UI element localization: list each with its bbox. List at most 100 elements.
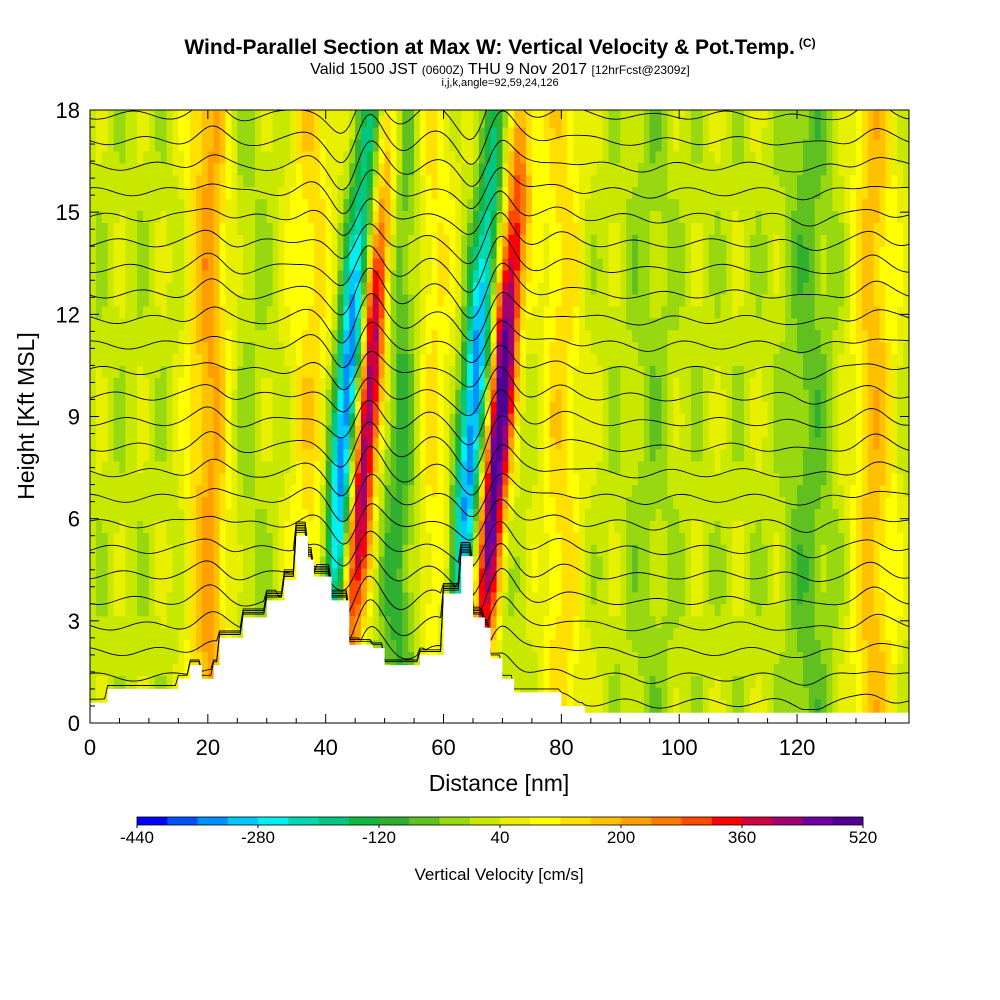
velocity-cell [402, 389, 409, 402]
velocity-cell [449, 246, 456, 259]
velocity-cell [384, 639, 392, 653]
velocity-cell [207, 460, 215, 474]
velocity-cell [531, 222, 539, 235]
velocity-cell [213, 425, 221, 438]
velocity-cell [272, 198, 280, 211]
velocity-cell [573, 174, 580, 188]
velocity-cell [414, 317, 421, 331]
velocity-cell [302, 258, 309, 271]
velocity-cell [408, 305, 415, 319]
velocity-cell [490, 138, 498, 152]
velocity-cell [561, 425, 568, 438]
velocity-cell [608, 198, 615, 211]
velocity-cell [502, 210, 509, 223]
velocity-cell [420, 520, 427, 533]
velocity-cell [425, 544, 433, 557]
velocity-cell [190, 365, 197, 378]
velocity-cell [390, 460, 397, 474]
velocity-cell [614, 222, 621, 235]
velocity-cell [207, 389, 215, 402]
velocity-cell [549, 305, 557, 319]
velocity-cell [584, 556, 592, 569]
velocity-cell [349, 186, 356, 200]
velocity-cell [590, 687, 598, 700]
velocity-cell [490, 591, 498, 605]
velocity-cell [319, 198, 327, 211]
velocity-cell [184, 448, 191, 462]
velocity-cell [555, 627, 562, 641]
velocity-cell [384, 305, 392, 319]
velocity-cell [255, 341, 262, 355]
velocity-cell [260, 341, 268, 355]
velocity-cell [349, 162, 356, 176]
velocity-cell [349, 353, 356, 366]
velocity-cell [166, 556, 174, 569]
velocity-cell [549, 639, 557, 653]
velocity-cell [390, 436, 397, 450]
velocity-cell [196, 389, 203, 402]
velocity-cell [313, 282, 321, 295]
velocity-cell [579, 425, 586, 438]
velocity-cell [178, 580, 185, 593]
velocity-cell [567, 508, 574, 521]
velocity-cell [514, 110, 521, 116]
velocity-cell [431, 532, 439, 545]
velocity-cell [549, 115, 557, 128]
velocity-cell [266, 568, 274, 581]
velocity-cell [378, 580, 386, 593]
velocity-cell [638, 174, 645, 188]
velocity-cell [213, 186, 221, 200]
velocity-cell [555, 353, 562, 366]
velocity-cell [649, 234, 657, 247]
velocity-cell [90, 687, 97, 700]
velocity-cell [420, 436, 427, 450]
velocity-cell [561, 234, 568, 247]
velocity-cell [620, 293, 627, 307]
velocity-cell [284, 329, 291, 343]
velocity-cell [620, 150, 627, 164]
velocity-cell [148, 353, 156, 366]
velocity-cell [602, 425, 610, 438]
velocity-cell [319, 436, 327, 450]
velocity-cell [95, 651, 103, 664]
velocity-cell [160, 341, 168, 355]
velocity-cell [231, 472, 238, 486]
velocity-cell [361, 305, 368, 319]
velocity-cell [207, 186, 215, 200]
velocity-cell [443, 365, 450, 378]
velocity-cell [172, 436, 179, 450]
velocity-cell [543, 675, 551, 688]
velocity-cell [643, 234, 651, 247]
velocity-cell [584, 210, 592, 223]
velocity-cell [508, 591, 515, 605]
velocity-cell [225, 580, 232, 593]
velocity-cell [508, 627, 515, 641]
velocity-cell [638, 580, 645, 593]
velocity-cell [484, 186, 492, 200]
velocity-cell [396, 210, 403, 223]
velocity-cell [620, 651, 627, 664]
velocity-cell [125, 246, 132, 259]
velocity-cell [366, 138, 374, 152]
velocity-cell [590, 365, 598, 378]
velocity-cell [561, 472, 568, 486]
velocity-cell [319, 162, 327, 176]
velocity-cell [107, 496, 115, 509]
velocity-cell [131, 508, 138, 521]
velocity-cell [620, 472, 627, 486]
velocity-cell [537, 365, 545, 378]
velocity-cell [131, 198, 138, 211]
velocity-cell [484, 341, 492, 355]
velocity-cell [160, 436, 168, 450]
velocity-cell [160, 162, 168, 176]
velocity-cell [602, 460, 610, 474]
velocity-cell [237, 580, 244, 593]
velocity-cell [154, 603, 162, 617]
velocity-cell [166, 448, 174, 462]
velocity-cell [455, 413, 462, 426]
velocity-cell [390, 556, 397, 569]
velocity-cell [461, 413, 468, 426]
velocity-cell [473, 496, 480, 509]
velocity-cell [160, 663, 168, 676]
velocity-cell [490, 425, 498, 438]
